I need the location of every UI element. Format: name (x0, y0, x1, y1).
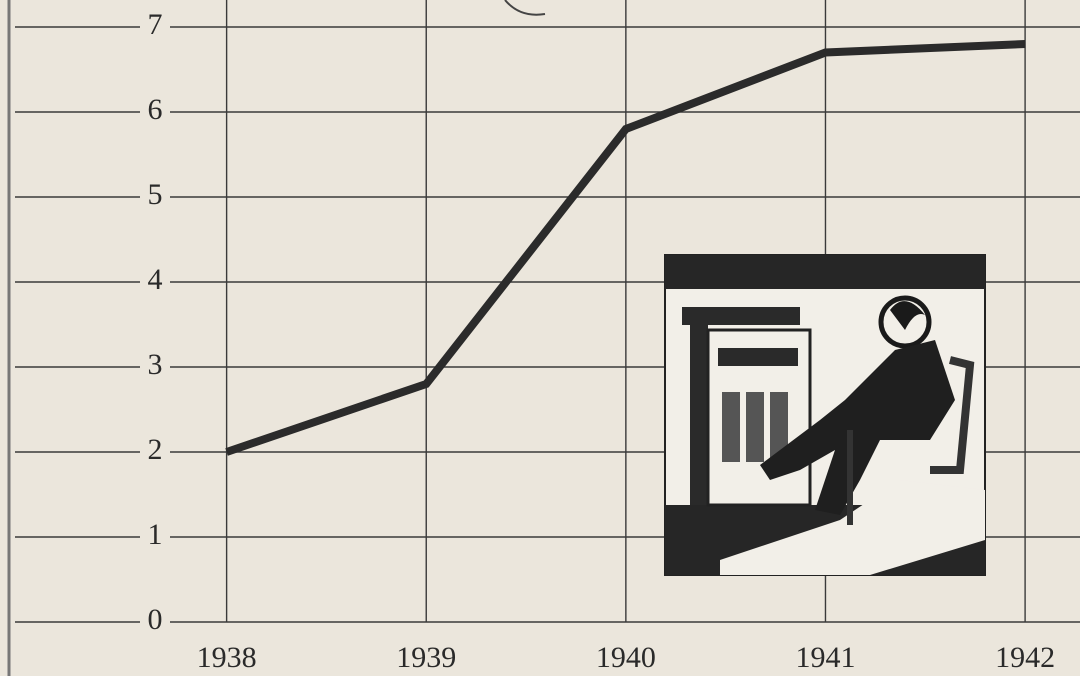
y-tick-label: 3 (148, 348, 163, 381)
ink-mark (504, 0, 546, 16)
tick-label-bg (140, 608, 170, 636)
y-tick-label: 1 (148, 518, 163, 551)
x-tick-label: 1941 (795, 641, 855, 674)
illustration-band (665, 255, 985, 289)
rug (720, 480, 985, 575)
x-tick-label: 1938 (197, 641, 257, 674)
radio-side (690, 325, 708, 505)
radio-grille (746, 392, 764, 462)
marks (225, 40, 1026, 456)
x-tick-label: 1940 (596, 641, 656, 674)
line (225, 40, 1026, 456)
radio-grille (770, 392, 788, 462)
y-tick-label: 4 (148, 263, 163, 296)
x-tick-label: 1942 (995, 641, 1055, 674)
tick-label-bg (140, 98, 170, 126)
tick-label-bg (140, 523, 170, 551)
y-tick-label: 0 (148, 603, 163, 636)
y-tick-label: 7 (148, 8, 163, 41)
chair (930, 356, 975, 474)
tick-label-bg (140, 183, 170, 211)
y-tick-label: 6 (148, 93, 163, 126)
tick-label-bg (140, 13, 170, 41)
x-tick-label: 1939 (396, 641, 456, 674)
illustration (664, 254, 986, 576)
tick-label-bg (140, 438, 170, 466)
radio-dial (718, 348, 798, 366)
radio-grille (722, 392, 740, 462)
y-tick-label: 2 (148, 433, 163, 466)
hair (890, 301, 925, 330)
tick-label-bg (140, 353, 170, 381)
tick-label-bg (140, 268, 170, 296)
figure (760, 340, 955, 515)
y-tick-label: 5 (148, 178, 163, 211)
radio-top (682, 307, 800, 325)
